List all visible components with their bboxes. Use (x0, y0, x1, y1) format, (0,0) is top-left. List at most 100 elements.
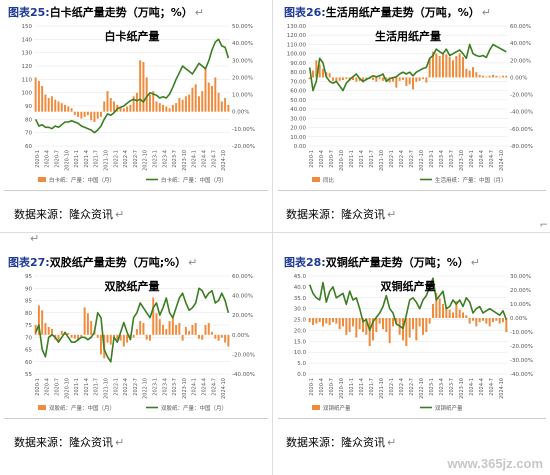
bar (325, 318, 328, 324)
x-tick-label: 2022-1 (113, 150, 119, 168)
bar (445, 306, 448, 318)
bar (362, 318, 364, 332)
left-tick-label: 110 (22, 77, 33, 83)
bar (73, 111, 76, 116)
bar (502, 318, 504, 323)
figure-title: 白卡纸产量走势（万吨；%） (49, 6, 193, 19)
bar (96, 334, 99, 338)
chart-28: 0.0 5.0 10.0 15.0 20.0 25.0 30.0 35.0 40.0 45.0 -4… (278, 272, 546, 419)
bar (64, 104, 67, 112)
data-source-28: 数据来源：隆众资讯 ↵ (286, 436, 397, 449)
bar (395, 77, 398, 88)
return-arrow-icon: ↵ (194, 6, 204, 19)
figure-label: 图表26: (284, 6, 326, 19)
right-tick-label: 0.00% (232, 110, 249, 116)
bar (475, 72, 478, 78)
left-tick-label: 60.00 (290, 89, 306, 95)
bar (181, 334, 184, 341)
x-tick-label: 2022-1 (389, 150, 395, 168)
bar (201, 334, 204, 340)
paragraph-mark-icon: ↵ (30, 232, 40, 245)
x-tick-label: 2024-1 (192, 150, 198, 168)
bar (103, 101, 106, 112)
legend-swatch-bar (38, 405, 46, 410)
bar (425, 318, 428, 332)
data-source-27: 数据来源：隆众资讯 ↵ (14, 436, 125, 449)
bar (93, 111, 96, 122)
bar (472, 318, 474, 321)
bar (145, 77, 148, 112)
x-tick-label: 2022-7 (133, 378, 139, 396)
bar (113, 101, 116, 112)
bar (482, 75, 484, 78)
bar (482, 318, 484, 321)
bar (122, 108, 125, 112)
bar (80, 111, 83, 119)
bar (458, 53, 461, 78)
bar (178, 98, 181, 112)
bar (132, 96, 135, 112)
bar (162, 325, 165, 335)
x-tick-label: 2023-4 (439, 150, 445, 168)
bar (362, 77, 364, 83)
bar (418, 77, 421, 81)
bar (425, 77, 428, 83)
bar (77, 111, 80, 117)
left-tick-label: 120 (22, 64, 33, 70)
bar (475, 318, 478, 327)
bar (50, 328, 53, 335)
bar (408, 77, 411, 85)
bar (224, 334, 227, 343)
bar (109, 334, 112, 345)
right-tick-label: -10.00% (510, 330, 533, 336)
bar (385, 77, 388, 80)
bar (191, 87, 194, 112)
bar (70, 334, 73, 338)
bar (318, 318, 321, 323)
bar (345, 318, 348, 335)
bar (432, 51, 434, 78)
left-tick-label: 10.0 (294, 350, 307, 356)
bar (158, 319, 161, 335)
bar (355, 77, 358, 82)
bar (126, 334, 129, 343)
left-tick-label: 75 (25, 323, 32, 329)
return-arrow-icon: ↵ (188, 256, 198, 269)
right-tick-label: -80.00% (510, 144, 533, 150)
right-tick-label: 40.00% (232, 41, 253, 47)
left-tick-label: 70.00 (290, 79, 306, 85)
bar (408, 318, 411, 338)
bar (220, 101, 223, 112)
x-tick-label: 2022-4 (399, 150, 405, 168)
bar (478, 74, 481, 78)
watermark: www.365jz.com (444, 456, 546, 471)
bar (194, 323, 197, 335)
bar (116, 334, 119, 340)
bar (47, 326, 50, 335)
bar (332, 77, 334, 81)
bar (392, 318, 394, 327)
bar (495, 318, 498, 321)
bar (204, 67, 207, 112)
bar (318, 64, 321, 78)
bar (96, 111, 99, 119)
right-tick-label: -10.00% (232, 127, 255, 133)
left-tick-label: 65 (25, 348, 32, 354)
bar (54, 99, 57, 112)
bar (505, 75, 508, 78)
bar (315, 60, 318, 78)
bar (492, 318, 494, 323)
row-divider (0, 232, 550, 233)
return-arrow-icon: ↵ (387, 436, 397, 449)
x-tick-label: 2020-10 (64, 150, 70, 171)
bar (211, 331, 214, 335)
bar (142, 62, 145, 112)
chart-header-26: 图表26:生活用纸产量走势（万吨，%） ↵ (284, 4, 491, 20)
bar (201, 91, 204, 112)
bar (472, 67, 474, 78)
bar (227, 104, 230, 112)
bar (217, 92, 220, 112)
left-tick-label: 70 (25, 335, 32, 341)
bar (155, 313, 158, 335)
left-tick-label: 35.0 (294, 296, 307, 302)
